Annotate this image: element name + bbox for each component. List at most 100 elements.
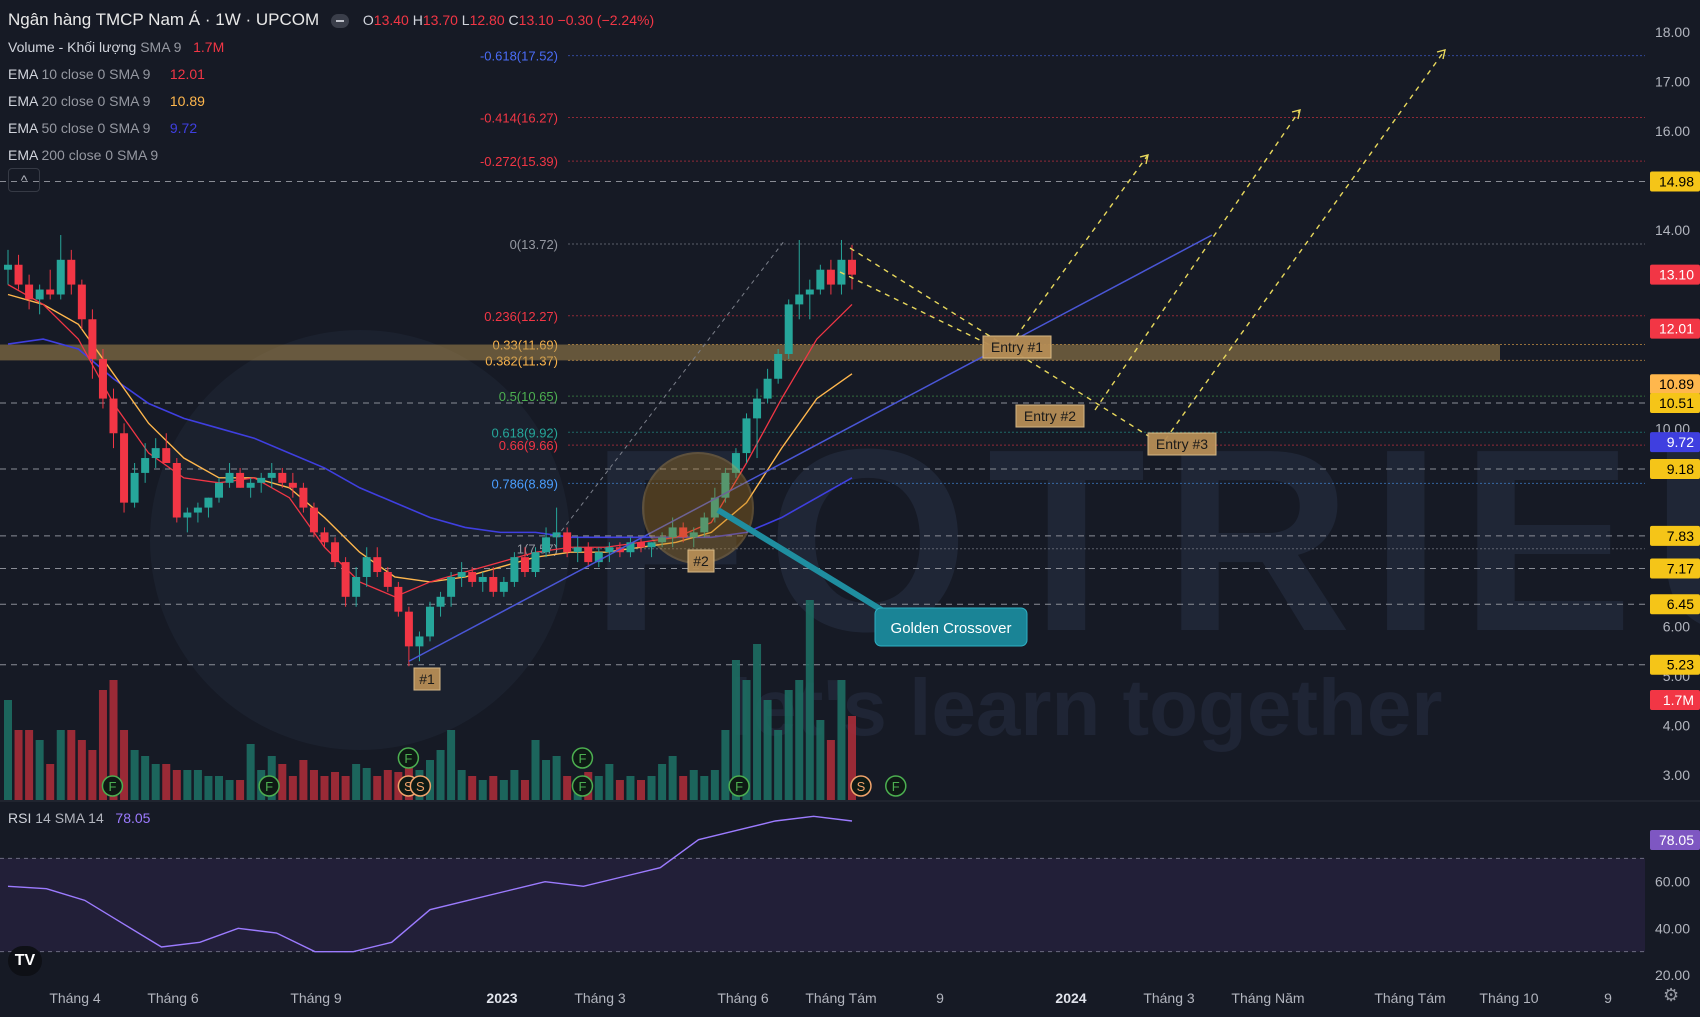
- candle[interactable]: [25, 274, 34, 310]
- fundamental-signal-icon[interactable]: [397, 747, 420, 769]
- price-badge[interactable]: [1650, 393, 1700, 414]
- candle[interactable]: [426, 601, 434, 642]
- candle[interactable]: [700, 512, 709, 538]
- candle[interactable]: [679, 522, 688, 543]
- price-badge[interactable]: [1650, 525, 1700, 546]
- trend-line[interactable]: [408, 234, 1213, 662]
- candle[interactable]: [77, 279, 86, 330]
- candle[interactable]: [162, 433, 171, 463]
- candle[interactable]: [46, 269, 55, 300]
- entry-1-label-box[interactable]: [982, 335, 1052, 359]
- candle[interactable]: [742, 413, 751, 463]
- candle[interactable]: [542, 527, 551, 558]
- candle[interactable]: [520, 547, 529, 577]
- entry-3-label-box[interactable]: [1147, 432, 1217, 456]
- candle[interactable]: [584, 542, 593, 568]
- target-arrow-2[interactable]: [1094, 109, 1301, 411]
- entry-2-label-box[interactable]: [1015, 404, 1085, 428]
- golden-crossover-callout[interactable]: [874, 607, 1028, 647]
- candle[interactable]: [4, 249, 12, 285]
- indicator-ema20[interactable]: EMA 20 close 0 SMA 9 10.89: [8, 88, 654, 115]
- pivot-2-label-box[interactable]: [687, 549, 715, 573]
- candle[interactable]: [457, 562, 466, 587]
- candle[interactable]: [246, 477, 255, 498]
- price-badge[interactable]: [1650, 432, 1700, 453]
- price-badge[interactable]: [1650, 171, 1700, 192]
- candle[interactable]: [478, 572, 487, 592]
- gear-icon[interactable]: ⚙: [1663, 985, 1680, 1005]
- candle[interactable]: [352, 567, 361, 607]
- fundamental-signal-icon[interactable]: [101, 775, 124, 797]
- candle[interactable]: [436, 591, 445, 617]
- pivot-1-label-box[interactable]: [413, 667, 441, 691]
- candle[interactable]: [404, 606, 413, 667]
- candle[interactable]: [805, 279, 814, 320]
- candle[interactable]: [320, 527, 329, 548]
- candle[interactable]: [531, 547, 540, 577]
- candle[interactable]: [288, 472, 297, 498]
- candle[interactable]: [225, 462, 234, 488]
- candle[interactable]: [257, 472, 266, 493]
- candle[interactable]: [151, 438, 160, 468]
- candle[interactable]: [774, 349, 783, 384]
- candle[interactable]: [56, 235, 65, 300]
- price-badge[interactable]: [1650, 318, 1700, 339]
- candle[interactable]: [594, 547, 603, 568]
- candle[interactable]: [468, 567, 477, 587]
- candle[interactable]: [183, 507, 192, 533]
- candle[interactable]: [573, 537, 582, 563]
- candle[interactable]: [309, 502, 318, 538]
- tradingview-logo-icon[interactable]: TV: [8, 946, 42, 976]
- candle[interactable]: [35, 284, 44, 315]
- price-badge[interactable]: [1650, 558, 1700, 579]
- candle[interactable]: [215, 477, 223, 503]
- collapse-legend-button[interactable]: ^: [8, 168, 40, 192]
- candle[interactable]: [14, 254, 23, 290]
- indicator-ema50[interactable]: EMA 50 close 0 SMA 9 9.72: [8, 115, 654, 142]
- candle[interactable]: [236, 467, 245, 488]
- candle[interactable]: [637, 537, 645, 553]
- candle[interactable]: [848, 244, 856, 290]
- candle[interactable]: [668, 517, 677, 548]
- candle[interactable]: [193, 502, 202, 523]
- candle[interactable]: [120, 423, 129, 513]
- sell-signal-icon[interactable]: [409, 775, 432, 797]
- fundamental-signal-icon[interactable]: [728, 775, 750, 797]
- candle[interactable]: [172, 458, 181, 523]
- fundamental-signal-icon[interactable]: [571, 747, 594, 769]
- candle[interactable]: [362, 547, 371, 587]
- candle[interactable]: [552, 507, 561, 548]
- candle[interactable]: [731, 448, 740, 478]
- candle[interactable]: [67, 249, 76, 295]
- candle[interactable]: [795, 239, 804, 320]
- candle[interactable]: [383, 567, 392, 592]
- candle[interactable]: [816, 264, 825, 295]
- candle[interactable]: [784, 299, 793, 359]
- fundamental-signal-icon[interactable]: [571, 775, 594, 797]
- fundamental-signal-icon[interactable]: [258, 775, 280, 797]
- rsi-legend[interactable]: RSI 14 SMA 14 78.05: [8, 810, 150, 826]
- sell-signal-icon[interactable]: [850, 775, 872, 797]
- candle[interactable]: [267, 462, 276, 488]
- candle[interactable]: [763, 368, 772, 404]
- symbol-title[interactable]: Ngân hàng TMCP Nam Á · 1W · UPCOM: [8, 10, 320, 29]
- price-badge[interactable]: [1650, 654, 1700, 675]
- candle[interactable]: [647, 542, 656, 558]
- candle[interactable]: [499, 576, 508, 597]
- candle[interactable]: [710, 487, 719, 523]
- price-badge[interactable]: [1650, 594, 1700, 615]
- candle[interactable]: [489, 567, 498, 597]
- candle[interactable]: [837, 239, 846, 295]
- candle[interactable]: [394, 581, 403, 617]
- candle[interactable]: [278, 467, 287, 488]
- price-badge[interactable]: [1650, 264, 1700, 285]
- price-badge[interactable]: [1650, 458, 1700, 479]
- candle[interactable]: [510, 552, 519, 587]
- indicator-volume[interactable]: Volume - Khối lượng SMA 9 1.7M: [8, 34, 654, 61]
- candle[interactable]: [141, 443, 150, 483]
- indicator-ema10[interactable]: EMA 10 close 0 SMA 9 12.01: [8, 61, 654, 88]
- price-badge[interactable]: [1650, 374, 1700, 395]
- indicator-ema200[interactable]: EMA 200 close 0 SMA 9: [8, 142, 654, 169]
